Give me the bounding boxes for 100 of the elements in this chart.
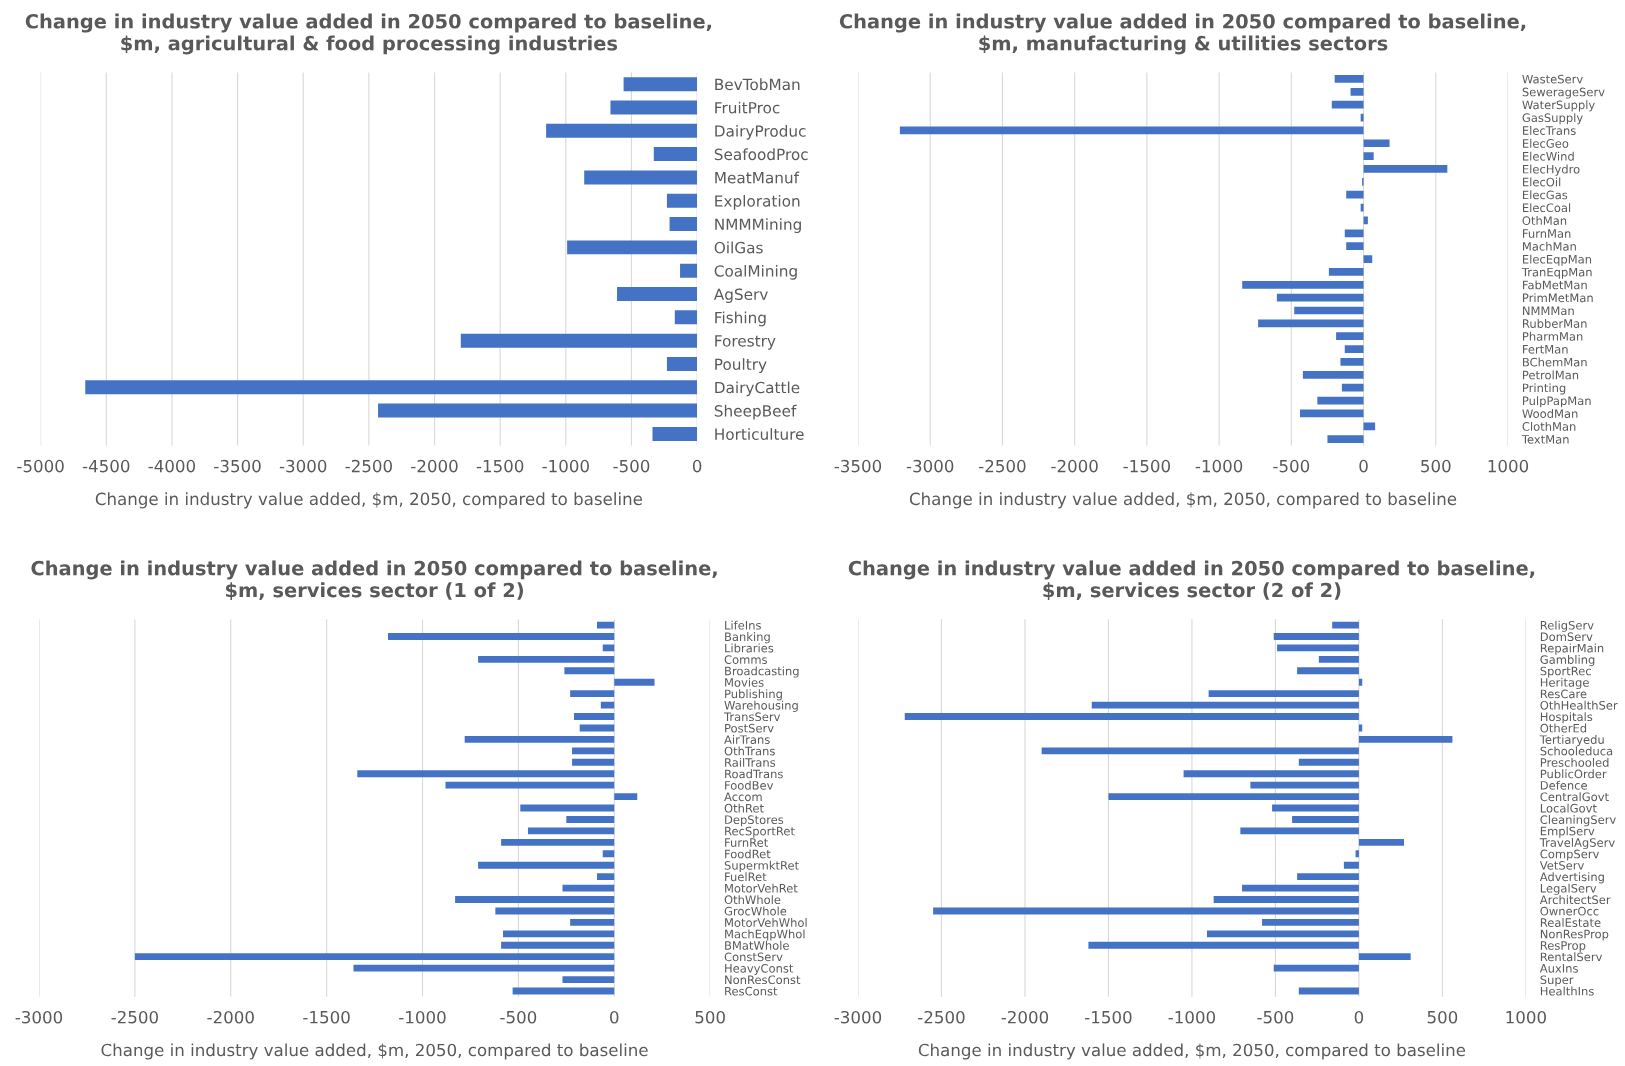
y-tick-label: LocalGovt (1540, 803, 1597, 813)
y-tick-label: ResConst (725, 986, 778, 996)
bar (1294, 306, 1364, 315)
x-tick-label: -1500 (476, 459, 524, 473)
y-tick-label: DairyProduc (715, 124, 806, 140)
y-tick-label: MotorVehRet (725, 883, 798, 893)
bar (566, 816, 615, 823)
bar (1297, 667, 1359, 675)
y-tick-label: DomServ (1540, 632, 1593, 642)
x-tick-label: -3000 (279, 459, 327, 473)
y-tick-label: PetrolMan (1523, 370, 1579, 380)
bar (134, 953, 615, 961)
bar (614, 678, 655, 686)
bar (1273, 633, 1359, 640)
bar (503, 930, 615, 938)
y-tick-label: DepStores (725, 815, 784, 827)
y-tick-label: SupermktRet (724, 860, 799, 872)
x-tick-label: -3000 (834, 1010, 882, 1024)
bar (1363, 255, 1373, 263)
x-tick-label: -2500 (979, 459, 1026, 473)
bar (1358, 735, 1453, 743)
y-tick-label: FruitProc (715, 101, 780, 114)
y-tick-label: OtherEd (1540, 723, 1587, 733)
y-tick-label: ReligServ (1540, 620, 1594, 632)
bar (1317, 396, 1364, 405)
y-tick-label: TranEqpMan (1521, 267, 1592, 279)
x-tick-label: -2000 (207, 1010, 254, 1024)
y-tick-label: FurnMan (1523, 229, 1571, 238)
y-tick-label: LifeIns (725, 620, 761, 630)
x-tick-label: -1500 (1085, 1010, 1132, 1024)
x-tick-label: -1000 (1168, 1010, 1216, 1024)
bar (1327, 435, 1364, 444)
bar (572, 747, 615, 755)
y-tick-label: RoadTrans (725, 769, 783, 779)
y-tick-label: FabMetMan (1523, 280, 1587, 290)
bar (1298, 758, 1359, 766)
bar (904, 713, 1359, 720)
y-tick-label: LegalServ (1540, 883, 1597, 895)
bar (387, 633, 615, 640)
y-tick-label: Gambling (1540, 654, 1595, 667)
x-tick-label: 0 (1354, 1010, 1364, 1024)
x-tick-label: -3500 (214, 459, 261, 473)
y-tick-label: EmplServ (1540, 826, 1595, 838)
y-tick-label: OthRet (724, 803, 764, 813)
bar (570, 690, 615, 698)
bar (1355, 850, 1359, 858)
bar (1341, 383, 1364, 392)
y-tick-label: ElecTrans (1523, 126, 1576, 135)
bar (1363, 165, 1448, 173)
y-tick-label: PharmMan (1523, 331, 1583, 341)
bar (1363, 152, 1374, 160)
y-tick-label: SeafoodProc (714, 148, 808, 161)
y-tick-label: ConstServ (724, 952, 783, 962)
y-tick-label: GrocWhole (724, 906, 787, 916)
y-tick-label: Libraries (725, 643, 774, 653)
bar (1297, 873, 1359, 881)
y-tick-label: BMatWhole (725, 940, 789, 950)
bar (600, 701, 615, 709)
y-tick-label: Printing (1523, 383, 1566, 395)
y-tick-label: Movies (725, 677, 764, 687)
y-tick-label: Accom (724, 792, 762, 802)
y-tick-label: ElecEqpMan (1523, 254, 1592, 266)
y-tick-label: AirTrans (724, 735, 770, 744)
y-tick-label: OthWhole (724, 895, 781, 905)
x-tick-label: -500 (1257, 1010, 1294, 1024)
y-tick-label: ElecOil (1523, 177, 1561, 187)
y-tick-label: FertMan (1523, 345, 1568, 354)
bar (1262, 918, 1359, 926)
bar (1183, 770, 1359, 778)
bar (572, 758, 615, 766)
y-tick-label: Poultry (715, 358, 767, 373)
y-tick-label: SportRec (1540, 666, 1591, 678)
y-tick-label: Advertising (1539, 872, 1604, 884)
y-tick-label: Warehousing (724, 700, 798, 712)
y-tick-label: FurnRet (725, 838, 768, 847)
y-tick-label: PulpPapMan (1523, 396, 1591, 408)
bar (570, 918, 615, 926)
y-tick-label: TravelAgServ (1539, 837, 1615, 850)
x-tick-label: -2500 (111, 1010, 158, 1024)
x-tick-label: 1000 (1506, 1010, 1546, 1024)
bar (1360, 113, 1364, 122)
y-tick-label: SheepBeef (714, 404, 797, 420)
bar (1344, 229, 1364, 238)
bar (445, 781, 615, 789)
x-tick-label: 0 (692, 459, 702, 473)
bar (1331, 100, 1364, 109)
y-tick-label: ElecHydro (1523, 164, 1580, 176)
x-tick-label: -2500 (918, 1010, 965, 1024)
y-tick-label: Broadcasting (725, 666, 799, 678)
bar (1242, 280, 1364, 289)
bar (1250, 781, 1359, 789)
chart-title: Change in industry value added in 2050 compared to baseline, $m, services sector (1 of 2) (31, 560, 717, 600)
y-tick-label: ElecCoal (1523, 203, 1571, 213)
y-tick-label: NMMMining (715, 218, 801, 234)
bar (501, 838, 615, 846)
bar (1258, 319, 1364, 328)
y-tick-label: ResCare (1540, 689, 1587, 699)
y-tick-label: WasteServ (1522, 74, 1583, 84)
y-tick-label: Forestry (715, 335, 776, 350)
bar (1334, 75, 1364, 83)
